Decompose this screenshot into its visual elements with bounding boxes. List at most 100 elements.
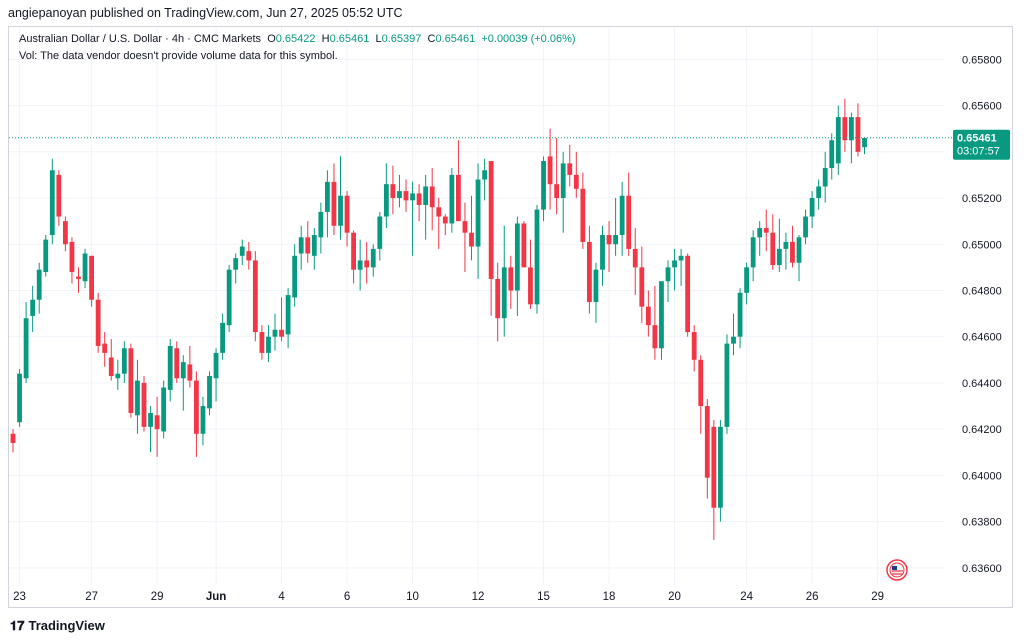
candle-body xyxy=(187,364,193,381)
candle-body xyxy=(377,216,383,249)
candle-body xyxy=(246,251,252,261)
candle-body xyxy=(17,373,22,423)
candle-body xyxy=(855,117,861,152)
x-tick-label: 15 xyxy=(537,591,550,603)
candle-body xyxy=(56,174,62,217)
candle-body xyxy=(174,348,180,379)
candle-body xyxy=(560,163,566,199)
x-tick-label: 10 xyxy=(406,591,419,603)
candle-body xyxy=(180,362,186,379)
x-tick-label: 27 xyxy=(85,591,98,603)
candle-body xyxy=(776,248,782,266)
candle-body xyxy=(783,241,789,249)
candle-body xyxy=(816,186,822,199)
last-price-tag: 0.65461 03:07:57 xyxy=(953,129,1010,160)
candle-body xyxy=(469,232,474,247)
candle-body xyxy=(829,140,835,168)
candle-body xyxy=(482,170,487,180)
candle-body xyxy=(423,186,429,205)
grid-lines xyxy=(9,27,944,584)
candle-body xyxy=(691,332,697,360)
candle-body xyxy=(842,117,848,141)
candle-body xyxy=(757,228,763,238)
bar-countdown: 03:07:57 xyxy=(957,146,1000,158)
candle-body xyxy=(835,117,841,164)
y-tick-label: 0.63800 xyxy=(962,517,1002,529)
tradingview-logo-icon: 𝟏𝟕 xyxy=(10,618,25,633)
candle-body xyxy=(619,195,625,236)
candle-body xyxy=(514,223,520,291)
candle-body xyxy=(495,278,501,319)
publisher-line: angiepanoyan published on TradingView.co… xyxy=(8,6,403,20)
y-tick-label: 0.65800 xyxy=(962,54,1002,66)
candle-body xyxy=(534,209,540,305)
candle-body xyxy=(43,239,49,272)
candle-body xyxy=(704,406,710,478)
candle-body xyxy=(194,380,199,434)
volume-note: Vol: The data vendor doesn't provide vol… xyxy=(19,50,338,62)
candle-body xyxy=(305,237,311,254)
candle-body xyxy=(639,267,645,307)
candle-body xyxy=(115,373,121,379)
candle-body xyxy=(226,269,232,326)
candle-body xyxy=(462,221,468,233)
candle-body xyxy=(632,248,638,268)
candle-body xyxy=(298,237,304,254)
y-tick-label: 0.64400 xyxy=(962,378,1002,390)
candle-body xyxy=(148,412,153,427)
low-label: L xyxy=(375,33,382,45)
y-tick-label: 0.65600 xyxy=(962,101,1002,113)
candle-body xyxy=(364,260,370,268)
candle-body xyxy=(82,253,88,282)
candle-body xyxy=(154,415,160,430)
candle-body xyxy=(410,193,415,201)
candle-body xyxy=(357,260,363,270)
candle-body xyxy=(449,174,455,224)
footer-brand[interactable]: 𝟏𝟕 TradingView xyxy=(10,618,105,634)
candle-body xyxy=(731,336,736,344)
candle-body xyxy=(488,161,494,279)
candle-body xyxy=(36,269,42,300)
symbol-legend[interactable]: Australian Dollar / U.S. Dollar · 4h · C… xyxy=(19,33,576,45)
y-tick-label: 0.63600 xyxy=(962,563,1002,575)
symbol-name: Australian Dollar / U.S. Dollar · 4h · C… xyxy=(19,33,262,45)
chart-frame xyxy=(8,26,1013,608)
candle-body xyxy=(252,260,258,333)
x-tick-label: 24 xyxy=(740,591,753,603)
candle-body xyxy=(383,184,389,217)
candle-body xyxy=(311,235,317,256)
x-tick-label: 29 xyxy=(151,591,164,603)
candle-body xyxy=(325,181,330,212)
candle-body xyxy=(456,174,461,222)
candle-body xyxy=(338,195,343,226)
candle-body xyxy=(436,207,442,217)
time-axis[interactable]: 23 27 29 Jun 4 6 10 12 15 18 20 24 26 29 xyxy=(13,591,884,603)
candle-body xyxy=(849,117,854,141)
candle-body xyxy=(547,156,553,185)
flag-icon[interactable] xyxy=(886,559,908,581)
x-tick-label: 23 xyxy=(13,591,26,603)
x-tick-label: 18 xyxy=(603,591,616,603)
candle-body xyxy=(128,348,134,413)
candle-body xyxy=(95,299,101,346)
candle-body xyxy=(49,170,55,236)
candle-body xyxy=(573,174,579,189)
candle-body xyxy=(678,255,684,261)
candle-body xyxy=(750,237,756,268)
candle-body xyxy=(685,255,691,333)
candle-body xyxy=(475,179,481,247)
candle-body xyxy=(416,193,422,205)
y-tick-label: 0.64600 xyxy=(962,332,1002,344)
high-value: 0.65461 xyxy=(329,33,370,45)
candle-body xyxy=(737,292,743,337)
candle-body xyxy=(580,188,586,242)
candle-body xyxy=(613,235,618,245)
candle-body xyxy=(266,336,271,353)
candle-body xyxy=(220,322,225,353)
candle-body xyxy=(207,375,212,409)
candle-body xyxy=(76,276,81,279)
candle-body xyxy=(344,195,350,233)
open-value: 0.65422 xyxy=(275,33,316,45)
candle-body xyxy=(351,232,356,270)
